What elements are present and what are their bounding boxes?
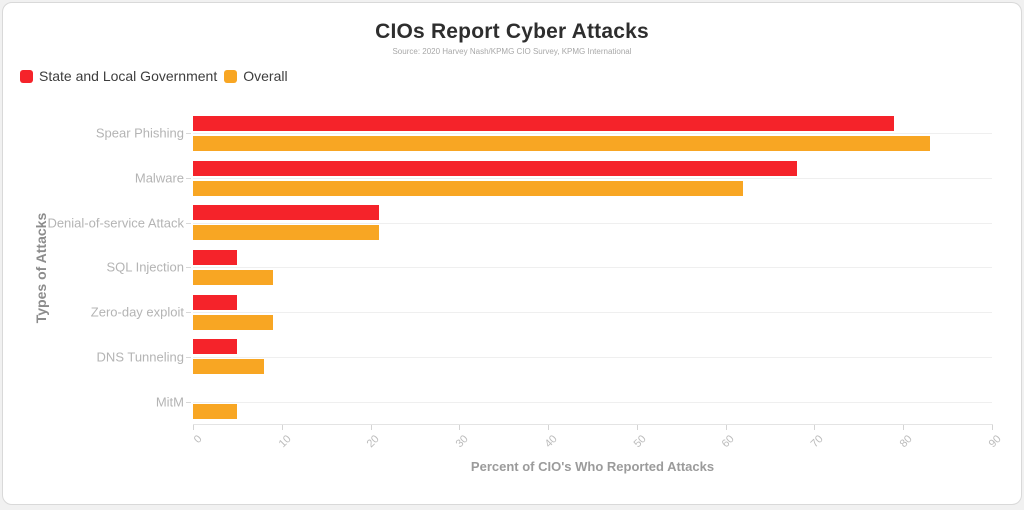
gridline [193, 356, 992, 358]
gridline [193, 178, 992, 180]
x-tick-label: 20 [364, 433, 383, 451]
category-tick [186, 401, 191, 403]
x-axis-line [193, 424, 993, 425]
series-bar[interactable] [193, 135, 930, 151]
chart-title: CIOs Report Cyber Attacks [375, 20, 649, 43]
x-tick-label: 90 [986, 433, 1004, 451]
series-bar[interactable] [193, 339, 238, 355]
series-bar[interactable] [193, 314, 273, 330]
x-tick-label: 0 [191, 433, 205, 446]
legend-item-label: Overall [243, 68, 288, 84]
x-tick-label: 60 [719, 433, 738, 451]
category-row: Malware [135, 156, 992, 201]
legend-item-label: State and Local Government [39, 68, 218, 84]
series-bar[interactable] [193, 269, 273, 285]
legend-swatch [20, 69, 33, 83]
x-tick-label: 50 [631, 433, 649, 451]
series-bar[interactable] [193, 205, 380, 221]
x-tick-mark [193, 425, 194, 430]
x-tick-mark [636, 425, 638, 430]
series-bar[interactable] [193, 249, 238, 265]
legend-swatch [224, 69, 238, 83]
chart-region: Types of Attacks Spear Phishing Malware … [3, 111, 1024, 510]
x-tick-mark [459, 425, 461, 430]
series-bar[interactable] [193, 115, 895, 131]
category-label: DNS Tunneling [96, 349, 184, 365]
x-tick-label: 30 [453, 433, 471, 451]
series-bar[interactable] [193, 225, 380, 241]
category-tick [186, 356, 191, 358]
category-row: DNS Tunneling [97, 335, 992, 380]
gridline [193, 133, 992, 135]
category-row: SQL Injection [106, 245, 992, 290]
category-label: Malware [134, 170, 184, 186]
x-tick-label: 80 [897, 433, 915, 451]
x-tick-mark [281, 425, 283, 430]
category-tick [186, 222, 191, 224]
x-tick-label: 40 [542, 433, 560, 451]
category-label: MitM [155, 394, 184, 410]
x-tick-label: 10 [276, 433, 294, 451]
series-bar[interactable] [193, 180, 744, 196]
x-axis-ticks: 0 10 20 30 40 50 60 70 80 90 [191, 424, 1003, 469]
series-bar[interactable] [193, 294, 238, 310]
series-bar[interactable] [193, 359, 265, 375]
category-tick [186, 133, 191, 135]
category-tick [186, 312, 191, 314]
x-axis-title: Percent of CIO's Who Reported Attacks [470, 459, 715, 474]
x-tick-mark [992, 425, 993, 430]
category-label: Spear Phishing [95, 125, 184, 141]
legend-item[interactable]: State and Local Government [20, 68, 217, 84]
category-label: Zero-day exploit [90, 304, 184, 320]
series-bar[interactable] [193, 404, 238, 420]
category-row: Denial-of-service Attack [47, 200, 992, 245]
category-row: Spear Phishing [96, 111, 992, 156]
legend-item[interactable]: Overall [224, 68, 288, 84]
x-tick-mark [814, 425, 816, 430]
series-bar[interactable] [193, 160, 797, 176]
x-tick-mark [370, 425, 372, 430]
category-tick [186, 267, 191, 269]
legend: State and Local Government Overall [20, 68, 288, 84]
chart-subtitle: Source: 2020 Harvey Nash/KPMG CIO Survey… [392, 47, 632, 56]
category-row: MitM [156, 379, 992, 424]
gridline [193, 267, 992, 269]
x-tick-label: 70 [808, 433, 826, 451]
gridline [193, 312, 992, 314]
x-tick-mark [725, 425, 727, 430]
x-tick-mark [903, 425, 905, 430]
category-row: Zero-day exploit [91, 290, 992, 335]
gridline [193, 401, 992, 403]
category-label: SQL Injection [106, 259, 184, 275]
plot-area: Spear Phishing Malware Denial-of-service… [47, 111, 992, 424]
category-tick [186, 178, 191, 180]
category-label: Denial-of-service Attack [47, 215, 184, 231]
gridline [193, 222, 992, 224]
x-tick-mark [548, 425, 550, 430]
